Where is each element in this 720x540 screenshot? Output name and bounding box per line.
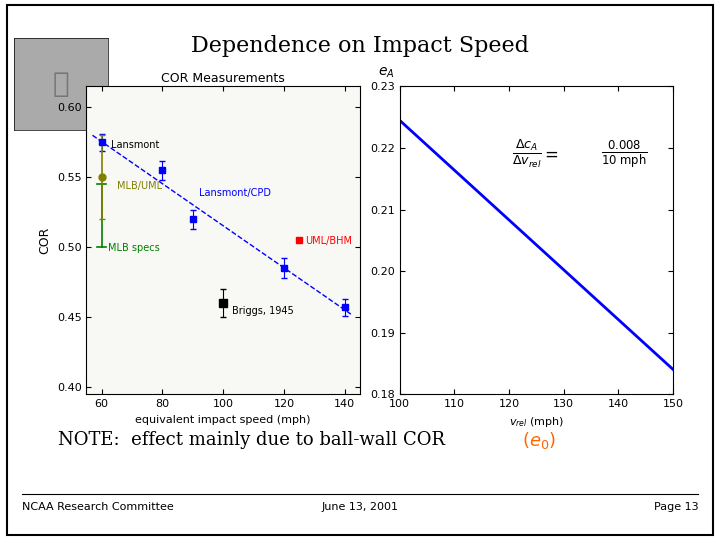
- Text: MLB specs: MLB specs: [108, 244, 159, 253]
- Text: Lansmont: Lansmont: [111, 140, 159, 150]
- Text: NOTE:  effect mainly due to ball-wall COR: NOTE: effect mainly due to ball-wall COR: [58, 431, 450, 449]
- Text: Lansmont/CPD: Lansmont/CPD: [199, 187, 271, 198]
- Text: NCAA Research Committee: NCAA Research Committee: [22, 502, 174, 512]
- Title: COR Measurements: COR Measurements: [161, 72, 285, 85]
- X-axis label: $v_{rel}\ \mathrm{(mph)}$: $v_{rel}\ \mathrm{(mph)}$: [509, 415, 564, 429]
- Text: ⚾: ⚾: [53, 70, 70, 98]
- Text: Dependence on Impact Speed: Dependence on Impact Speed: [191, 35, 529, 57]
- Text: Briggs, 1945: Briggs, 1945: [233, 307, 294, 316]
- Text: $(e_0)$: $(e_0)$: [522, 430, 556, 450]
- Y-axis label: COR: COR: [38, 227, 51, 254]
- Text: UML/BHM: UML/BHM: [305, 237, 352, 246]
- Text: $\frac{\Delta c_A}{\Delta v_{rel}}$: $\frac{\Delta c_A}{\Delta v_{rel}}$: [512, 138, 542, 170]
- Text: June 13, 2001: June 13, 2001: [322, 502, 398, 512]
- Text: Page 13: Page 13: [654, 502, 698, 512]
- Text: MLB/UML: MLB/UML: [117, 180, 162, 191]
- Text: $\frac{0.008}{10\ \mathrm{mph}}$: $\frac{0.008}{10\ \mathrm{mph}}$: [600, 138, 647, 170]
- Text: $e_A$: $e_A$: [378, 66, 395, 80]
- X-axis label: equivalent impact speed (mph): equivalent impact speed (mph): [135, 415, 311, 424]
- Text: $=$: $=$: [541, 145, 559, 163]
